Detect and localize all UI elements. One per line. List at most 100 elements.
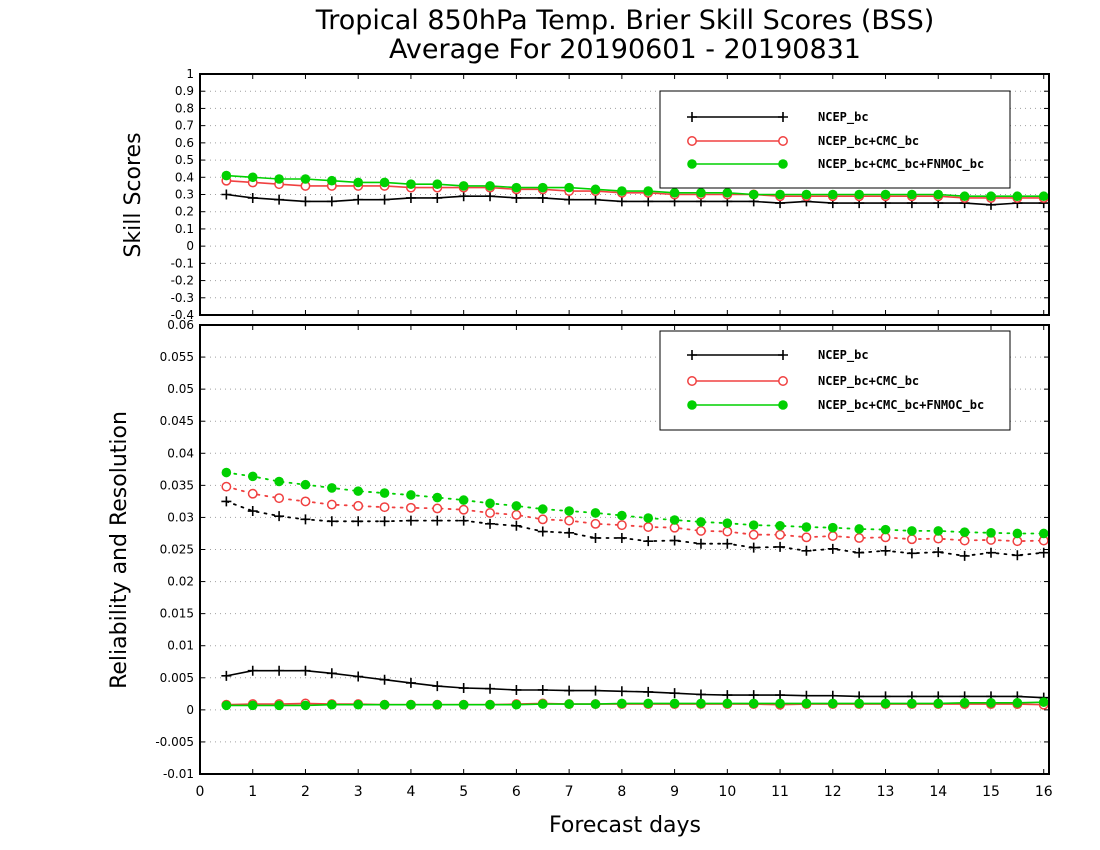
- reliability-resolution-y-ticks: -0.01 -0.005 0 0.005 0.01 0.015 0.02 0.025 0.03 0…: [155, 318, 1049, 781]
- data-point-ncep-bc-cmc-bc-fnmoc-bc-reliability: [353, 699, 363, 710]
- y-tick-label: 0.03: [167, 510, 194, 524]
- data-point-ncep-bc-resolution: [458, 515, 469, 526]
- data-point-ncep-bc-cmc-bc-fnmoc-bc-reliability: [327, 699, 337, 710]
- forecast-days-x-ticks: 0 1 2 3 4 5 6 7 8 9 10 11 12 13 14 15 16: [196, 325, 1053, 800]
- y-tick-label: 0.045: [160, 414, 194, 428]
- data-point-ncep-bc-cmc-bc-fnmoc-bc-score: [696, 187, 706, 198]
- data-point-ncep-bc-reliability: [458, 683, 469, 694]
- data-point-ncep-bc-cmc-bc-fnmoc-bc-resolution: [300, 479, 311, 490]
- data-point-ncep-bc-score: [511, 192, 522, 203]
- data-point-ncep-bc-resolution: [775, 541, 786, 552]
- data-point-ncep-bc-cmc-bc-fnmoc-bc-reliability: [907, 698, 917, 709]
- skill-scores-legend-box: [659, 90, 1011, 189]
- data-point-ncep-bc-cmc-bc-fnmoc-bc-score: [432, 179, 443, 189]
- data-point-ncep-bc-score: [564, 194, 575, 205]
- data-point-ncep-bc-cmc-bc-fnmoc-bc-resolution: [986, 528, 996, 538]
- series-line-ncep-bc-cmc-bc-resolution: [225, 485, 1045, 543]
- data-point-ncep-bc-cmc-bc-fnmoc-bc-resolution: [907, 526, 917, 536]
- data-point-ncep-bc-cmc-bc-fnmoc-bc-resolution: [511, 501, 522, 511]
- data-point-ncep-bc-cmc-bc-fnmoc-bc-score: [327, 175, 337, 186]
- y-tick-label: 0: [186, 239, 194, 253]
- data-point-ncep-bc-cmc-bc-resolution: [722, 526, 733, 537]
- x-tick-label: 15: [982, 784, 1000, 800]
- data-point-ncep-bc-cmc-bc-fnmoc-bc-score: [722, 187, 733, 198]
- data-point-ncep-bc-cmc-bc-fnmoc-bc-resolution: [327, 483, 337, 493]
- legend-marker-ncep-bc: [778, 350, 788, 360]
- data-point-ncep-bc-score: [405, 192, 416, 203]
- skill-scores-plot-frame: [199, 73, 1050, 316]
- data-point-ncep-bc-cmc-bc-fnmoc-bc-resolution: [432, 492, 443, 503]
- y-tick-label: 0.9: [175, 84, 194, 98]
- data-point-ncep-bc-cmc-bc-resolution: [801, 532, 812, 543]
- data-point-ncep-bc-reliability: [405, 677, 416, 688]
- y-tick-label: 0.2: [175, 205, 194, 219]
- data-point-ncep-bc-cmc-bc-fnmoc-bc-score: [458, 181, 469, 191]
- data-point-ncep-bc-resolution: [1038, 547, 1049, 558]
- legend-label-ncep-bc-cmc-bc-fnmoc-bc: NCEP_bc+CMC_bc+FNMOC_bc: [818, 398, 984, 413]
- skill-scores-legend: NCEP_bc NCEP_bc+CMC_bc NCEP_bc+CMC_bc+FNMO…: [659, 90, 1011, 189]
- y-tick-label: 0.02: [167, 575, 194, 589]
- y-tick-label: 0.5: [175, 153, 194, 167]
- data-point-ncep-bc-score: [643, 196, 654, 207]
- x-tick-label: 5: [459, 784, 468, 800]
- data-point-ncep-bc-resolution: [300, 514, 311, 525]
- data-point-ncep-bc-cmc-bc-resolution: [379, 502, 390, 513]
- data-point-ncep-bc-cmc-bc-fnmoc-bc-reliability: [485, 699, 495, 710]
- data-point-ncep-bc-score: [221, 189, 232, 200]
- data-point-ncep-bc-reliability: [695, 689, 706, 700]
- y-tick-label: -0.01: [163, 767, 194, 781]
- data-point-ncep-bc-cmc-bc-resolution: [616, 520, 627, 531]
- data-point-ncep-bc-cmc-bc-fnmoc-bc-reliability: [432, 699, 443, 710]
- data-point-ncep-bc-cmc-bc-fnmoc-bc-reliability: [406, 699, 416, 710]
- data-point-ncep-bc-cmc-bc-resolution: [906, 534, 917, 545]
- data-point-ncep-bc-reliability: [564, 685, 575, 696]
- reliability-resolution-panel: -0.01 -0.005 0 0.005 0.01 0.015 0.02 0.025 0.03 0…: [107, 318, 1053, 838]
- data-point-ncep-bc-cmc-bc-fnmoc-bc-score: [247, 172, 258, 183]
- data-point-ncep-bc-cmc-bc-fnmoc-bc-resolution: [485, 498, 495, 509]
- y-tick-label: 0.055: [160, 350, 194, 364]
- reliability-resolution-y-axis-label: Reliability and Resolution: [107, 411, 132, 689]
- legend-marker-ncep-bc-cmc-bc: [778, 136, 788, 146]
- y-tick-label: 0.8: [175, 101, 194, 115]
- data-point-ncep-bc-cmc-bc-fnmoc-bc-score: [485, 181, 495, 191]
- data-point-ncep-bc-score: [274, 194, 285, 205]
- data-point-ncep-bc-cmc-bc-resolution: [511, 509, 522, 520]
- data-point-ncep-bc-reliability: [669, 688, 680, 699]
- y-tick-label: 0.04: [167, 446, 194, 460]
- data-point-ncep-bc-score: [326, 196, 337, 207]
- y-tick-label: 1: [186, 67, 194, 81]
- y-tick-label: 0.6: [175, 136, 194, 150]
- data-point-ncep-bc-cmc-bc-resolution: [458, 504, 469, 515]
- x-tick-label: 0: [196, 784, 205, 800]
- data-point-ncep-bc-cmc-bc-fnmoc-bc-resolution: [406, 490, 416, 500]
- data-point-ncep-bc-cmc-bc-fnmoc-bc-score: [643, 186, 654, 196]
- data-point-ncep-bc-reliability: [353, 671, 364, 682]
- data-point-ncep-bc-cmc-bc-fnmoc-bc-score: [827, 189, 838, 200]
- data-point-ncep-bc-cmc-bc-fnmoc-bc-reliability: [564, 699, 574, 709]
- series-line-ncep-bc-reliability: [226, 669, 1044, 699]
- data-point-ncep-bc-resolution: [643, 536, 654, 547]
- data-point-ncep-bc-resolution: [959, 550, 970, 561]
- data-point-ncep-bc-cmc-bc-fnmoc-bc-reliability: [247, 700, 258, 711]
- data-point-ncep-bc-resolution: [722, 538, 733, 549]
- y-tick-label: -0.4: [171, 308, 194, 322]
- data-point-ncep-bc-score: [537, 192, 548, 203]
- data-point-ncep-bc-score: [379, 194, 390, 205]
- data-point-ncep-bc-cmc-bc-resolution: [353, 500, 364, 511]
- data-point-ncep-bc-cmc-bc-resolution: [247, 488, 258, 499]
- data-point-ncep-bc-resolution: [432, 515, 443, 526]
- data-point-ncep-bc-cmc-bc-resolution: [564, 515, 575, 526]
- y-tick-label: 0.015: [160, 607, 194, 621]
- data-point-ncep-bc-resolution: [590, 532, 601, 543]
- data-point-ncep-bc-cmc-bc-fnmoc-bc-resolution: [748, 520, 759, 530]
- skill-scores-series: [221, 170, 1049, 210]
- data-point-ncep-bc-score: [247, 192, 258, 203]
- data-point-ncep-bc-cmc-bc-resolution: [485, 507, 495, 518]
- data-point-ncep-bc-cmc-bc-resolution: [775, 529, 786, 540]
- y-tick-label: 0.1: [175, 222, 194, 236]
- data-point-ncep-bc-cmc-bc-fnmoc-bc-reliability: [748, 698, 759, 709]
- series-line-ncep-bc-resolution: [225, 500, 1045, 557]
- y-tick-label: 0.3: [175, 188, 194, 202]
- data-point-ncep-bc-cmc-bc-fnmoc-bc-reliability: [669, 698, 680, 709]
- data-point-ncep-bc-cmc-bc-fnmoc-bc-score: [511, 182, 522, 193]
